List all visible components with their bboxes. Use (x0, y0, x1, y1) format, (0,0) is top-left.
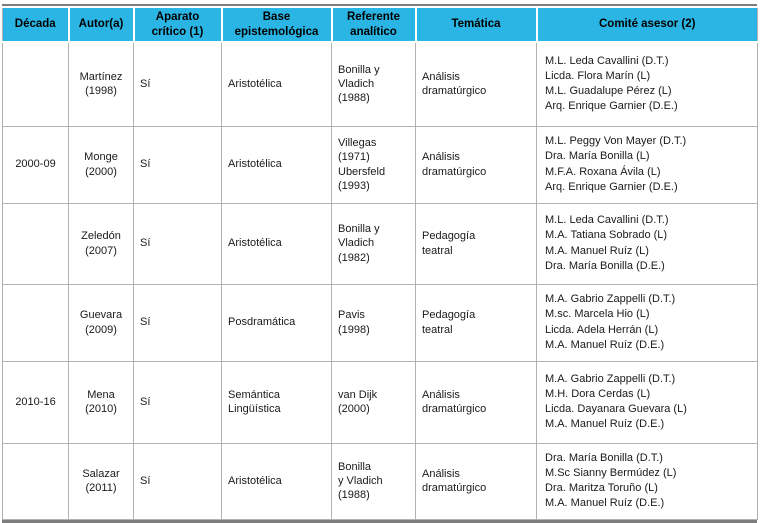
advisor-line: M.F.A. Roxana Ávila (L) (545, 165, 661, 178)
cell-comite: M.A. Gabrio Zappelli (D.T.) M.sc. Marcela… (536, 283, 758, 362)
advisor-line: M.L. Peggy Von Mayer (D.T.) (545, 135, 687, 148)
advisor-line: Licda. Flora Marín (L) (545, 70, 651, 83)
thesis-advisory-table: Década Autor(a) Aparato crítico (1) Base ep… (2, 6, 758, 520)
cell-autor: Martínez (1998) (68, 41, 134, 127)
column-header-autor: Autor(a) (67, 6, 135, 43)
column-header-referente: Referente analítico (330, 6, 417, 43)
advisor-line: M.A. Manuel Ruíz (D.E.) (545, 338, 665, 351)
cell-decada: 2010-16 (2, 360, 69, 444)
cell-autor: Mena (2010) (68, 360, 134, 444)
advisor-line: Arq. Enrique Garnier (D.E.) (545, 180, 678, 193)
cell-decada: 2000-09 (2, 125, 69, 204)
advisor-line: M.A. Tatiana Sobrado (L) (545, 229, 668, 242)
cell-autor: Salazar (2011) (68, 442, 134, 520)
cell-aparato: Sí (133, 283, 222, 362)
advisor-line: M.A. Manuel Ruíz (D.E.) (545, 418, 665, 431)
column-header-comite: Comité asesor (2) (535, 6, 758, 43)
column-header-tematica: Temática (414, 6, 538, 43)
cell-tematica: Análisis dramatúrgico (415, 41, 537, 127)
cell-autor: Guevara (2009) (68, 283, 134, 362)
cell-aparato: Sí (133, 442, 222, 520)
cell-tematica: Pedagogía teatral (415, 202, 537, 285)
table-row: Zeledón (2007) Sí Aristotélica Bonilla y Vl… (2, 202, 758, 285)
advisor-line: Dra. María Bonilla (D.T.) (545, 451, 663, 464)
cell-base: Aristotélica (221, 41, 332, 127)
cell-referente: van Dijk (2000) (331, 360, 416, 444)
cell-referente: Villegas (1971) Ubersfeld (1993) (331, 125, 416, 204)
table-row: 2010-16 Mena (2010) Sí Semántica Lingüístic… (2, 360, 758, 444)
advisor-line: Dra. Maritza Toruño (L) (545, 482, 658, 494)
table-row: Salazar (2011) Sí Aristotélica Bonilla y Vl… (2, 442, 758, 520)
table-row: 2000-09 Monge (2000) Sí Aristotélica Villega… (2, 125, 758, 204)
cell-decada (2, 442, 69, 520)
table-row: Martínez (1998) Sí Aristotélica Bonilla y V… (2, 41, 758, 127)
research-table-container: Década Autor(a) Aparato crítico (1) Base ep… (2, 4, 758, 523)
advisor-line: M.A. Manuel Ruíz (D.E.) (545, 497, 665, 510)
advisor-line: M.A. Manuel Ruíz (L) (545, 244, 649, 257)
advisor-line: M.L. Leda Cavallini (D.T.) (545, 54, 669, 67)
cell-comite: M.A. Gabrio Zappelli (D.T.) M.H. Dora Cer… (536, 360, 758, 444)
advisor-line: M.L. Guadalupe Pérez (L) (545, 85, 672, 98)
advisor-line: M.H. Dora Cerdas (L) (545, 387, 651, 400)
column-header-base: Base epistemológica (220, 6, 333, 43)
cell-autor: Zeledón (2007) (68, 202, 134, 285)
advisor-line: Dra. María Bonilla (L) (545, 150, 650, 163)
cell-base: Aristotélica (221, 202, 332, 285)
advisor-line: Licda. Adela Herrán (L) (545, 323, 659, 336)
advisor-line: Dra. María Bonilla (D.E.) (545, 259, 665, 272)
cell-base: Aristotélica (221, 125, 332, 204)
advisor-line: M.A. Gabrio Zappelli (D.T.) (545, 372, 676, 385)
advisor-line: M.sc. Marcela Hio (L) (545, 308, 650, 321)
cell-decada (2, 283, 69, 362)
cell-comite: M.L. Leda Cavallini (D.T.) Licda. Flora M… (536, 41, 758, 127)
advisor-line: Arq. Enrique Garnier (D.E.) (545, 100, 678, 113)
cell-aparato: Sí (133, 41, 222, 127)
cell-aparato: Sí (133, 202, 222, 285)
cell-autor: Monge (2000) (68, 125, 134, 204)
header-row: Década Autor(a) Aparato crítico (1) Base ep… (2, 6, 758, 43)
cell-tematica: Análisis dramatúrgico (415, 442, 537, 520)
column-header-decada: Década (2, 6, 70, 43)
cell-base: Aristotélica (221, 442, 332, 520)
cell-aparato: Sí (133, 360, 222, 444)
table-body: Martínez (1998) Sí Aristotélica Bonilla y V… (2, 41, 758, 520)
cell-base: Posdramática (221, 283, 332, 362)
cell-referente: Bonilla y Vladich (1988) (331, 442, 416, 520)
table-header: Década Autor(a) Aparato crítico (1) Base ep… (2, 6, 758, 43)
table-row: Guevara (2009) Sí Posdramática Pavis (1998)… (2, 283, 758, 362)
cell-comite: M.L. Peggy Von Mayer (D.T.) Dra. María Bo… (536, 125, 758, 204)
advisor-line: M.A. Gabrio Zappelli (D.T.) (545, 293, 676, 306)
advisor-line: Licda. Dayanara Guevara (L) (545, 403, 687, 415)
cell-base: Semántica Lingüística (221, 360, 332, 444)
advisor-line: M.Sc Sianny Bermúdez (L) (545, 466, 677, 479)
cell-tematica: Análisis dramatúrgico (415, 125, 537, 204)
cell-referente: Pavis (1998) (331, 283, 416, 362)
advisor-line: M.L. Leda Cavallini (D.T.) (545, 214, 669, 227)
column-header-aparato: Aparato crítico (1) (132, 6, 223, 43)
cell-comite: M.L. Leda Cavallini (D.T.) M.A. Tatiana S… (536, 202, 758, 285)
cell-referente: Bonilla y Vladich (1988) (331, 41, 416, 127)
cell-comite: Dra. María Bonilla (D.T.) M.Sc Sianny Ber… (536, 442, 758, 520)
cell-aparato: Sí (133, 125, 222, 204)
cell-decada (2, 41, 69, 127)
cell-tematica: Pedagogía teatral (415, 283, 537, 362)
cell-tematica: Análisis dramatúrgico (415, 360, 537, 444)
cell-referente: Bonilla y Vladich (1982) (331, 202, 416, 285)
cell-decada (2, 202, 69, 285)
